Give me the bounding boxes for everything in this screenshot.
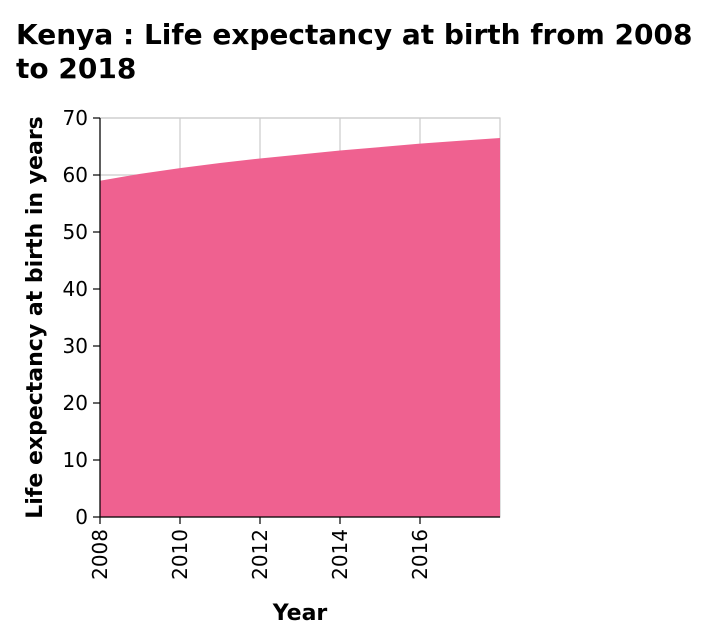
axes	[99, 118, 500, 518]
y-tick-label: 70	[63, 106, 88, 130]
y-tick-label: 20	[63, 391, 88, 415]
y-tick-label: 30	[63, 334, 88, 358]
x-tick-label: 2010	[168, 529, 192, 580]
x-axis-title: Year	[272, 601, 328, 626]
y-tick-label: 10	[63, 448, 88, 472]
chart-title: Kenya : Life expectancy at birth from 20…	[16, 18, 693, 85]
x-ticks: 2008 2010 2012 2014 2016	[88, 517, 432, 580]
y-tick-label: 40	[63, 277, 88, 301]
area-series	[100, 137, 500, 517]
y-tick-label: 60	[63, 163, 88, 187]
x-tick-label: 2008	[88, 529, 112, 580]
y-tick-label: 0	[75, 505, 88, 529]
x-tick-label: 2012	[248, 529, 272, 580]
y-ticks: 0 10 20 30 40 50 60 70	[63, 106, 100, 529]
x-tick-label: 2016	[408, 529, 432, 580]
y-axis-title: Life expectancy at birth in years	[23, 116, 48, 519]
x-tick-label: 2014	[328, 529, 352, 580]
y-tick-label: 50	[63, 220, 88, 244]
